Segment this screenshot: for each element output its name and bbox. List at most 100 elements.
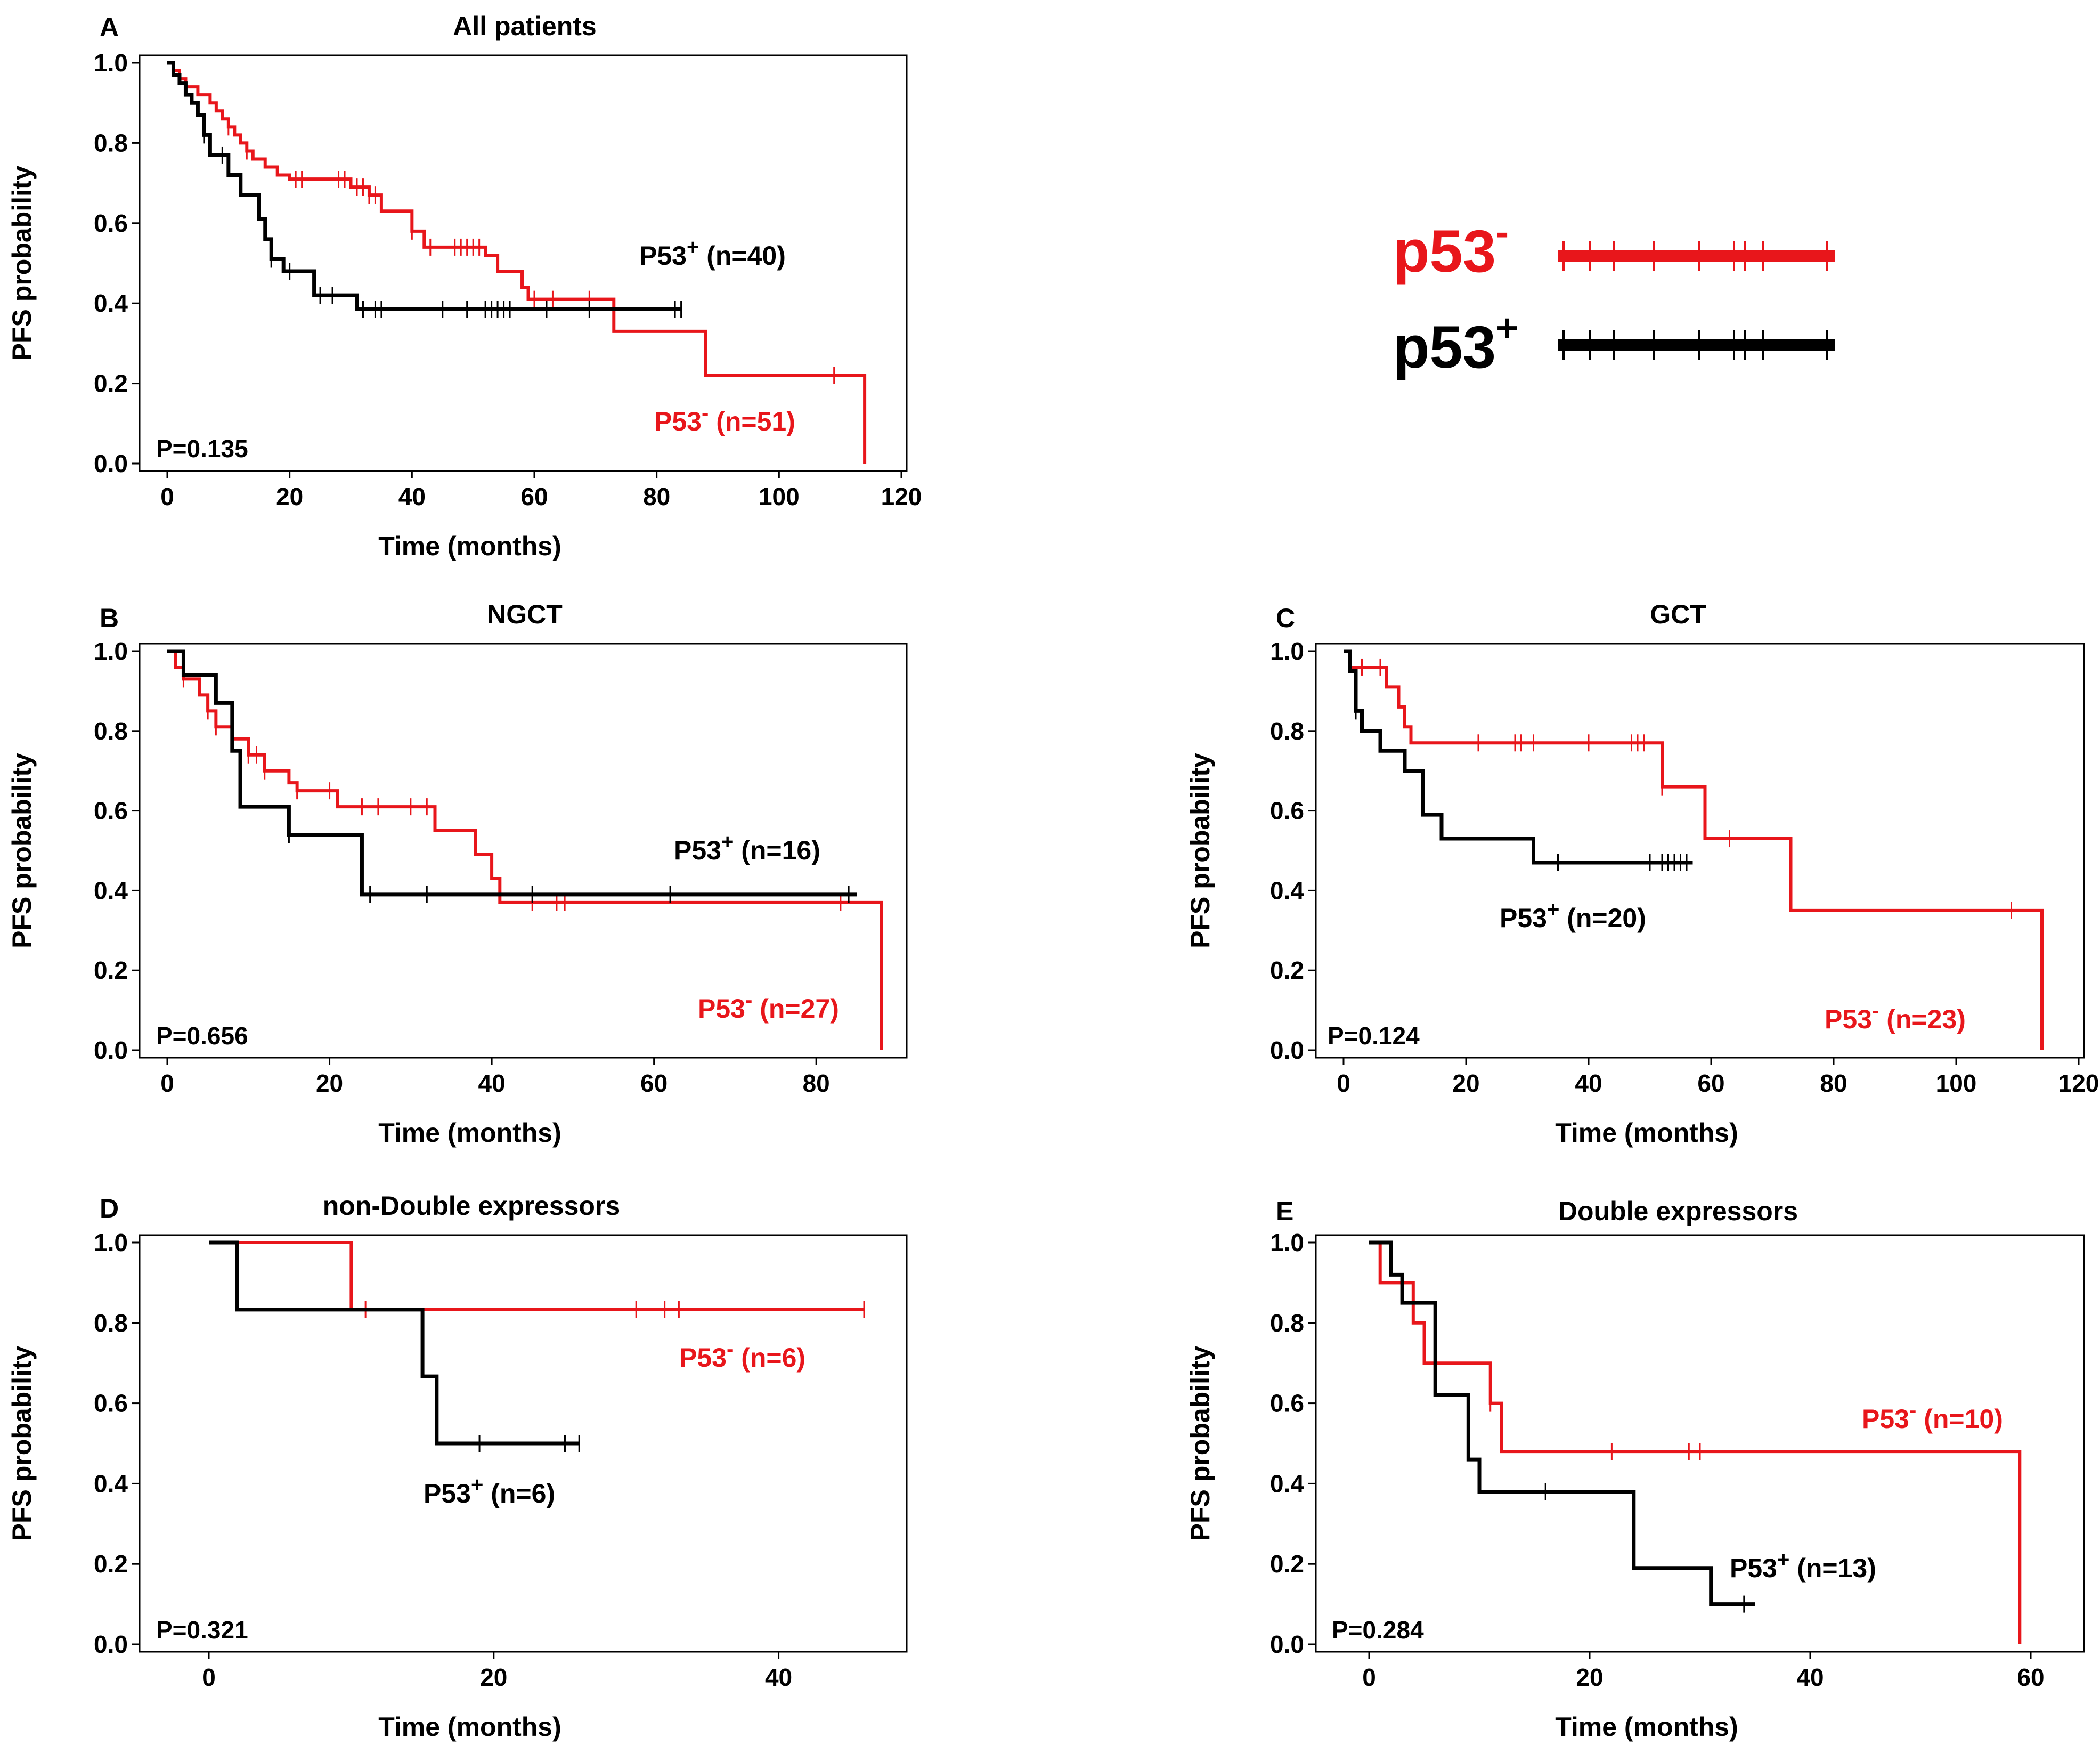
y-axis-title: PFS probability [7,753,37,948]
y-tick-label: 0.2 [1270,956,1304,984]
x-axis-title: Time (months) [378,1118,561,1148]
x-axis-title: Time (months) [1555,1712,1738,1742]
plot-frame [139,54,908,472]
x-tick-label: 80 [643,483,670,510]
x-tick-label: 80 [803,1069,830,1097]
x-tick-label: 20 [480,1663,507,1691]
x-tick-label: 100 [1936,1069,1977,1097]
km-curve-p53-negative [1369,1241,2022,1644]
x-tick-label: 40 [478,1069,506,1097]
panel-title: non-Double expressors [323,1191,620,1221]
legend-ticks-p53-negative [1562,241,1828,271]
panel-b: B NGCT 0.0 0.2 0.4 0.6 0.8 1.0 0 20 40 60 80 Time (mo… [7,599,908,1148]
y-tick-label: 0.4 [94,1470,128,1497]
x-axis-title: Time (months) [378,531,561,561]
y-tick-label: 0.0 [94,450,128,477]
x-tick-label: 120 [2058,1069,2099,1097]
group-label-p53-positive: P53+ (n=6) [424,1473,555,1508]
panel-c: C GCT 0.0 0.2 0.4 0.6 0.8 1.0 0 20 40 60 80 100 120 Tim… [1185,599,2099,1148]
group-label-p53-negative: P53- (n=51) [654,401,795,436]
y-tick-label: 0.8 [94,717,128,745]
group-label-p53-negative: P53- (n=23) [1825,999,1966,1034]
y-tick-label: 0.4 [1270,1470,1304,1497]
y-tick-label: 0.4 [1270,876,1304,904]
y-tick-label: 0.8 [94,129,128,157]
y-tick-label: 1.0 [1270,637,1304,665]
panel-a: A All patients 0.0 0.2 0.4 0.6 0.8 1.0 0 20 40 60 80… [7,11,922,561]
y-tick-label: 0.8 [1270,1309,1304,1337]
legend: p53- p53+ [1393,211,1835,380]
legend-ticks-p53-positive [1562,330,1828,360]
x-tick-label: 0 [202,1663,216,1691]
y-axis-title: PFS probability [7,165,37,361]
x-tick-label: 20 [1452,1069,1479,1097]
panel-letter: B [100,603,119,633]
x-tick-label: 40 [765,1663,792,1691]
group-label-p53-positive: P53+ (n=16) [674,830,820,865]
y-tick-label: 0.6 [1270,797,1304,825]
panel-letter: A [100,12,119,42]
x-tick-label: 60 [1697,1069,1724,1097]
plot-frame [1315,1234,2085,1653]
plot-frame [139,643,908,1059]
y-tick-label: 1.0 [94,49,128,77]
panel-title: NGCT [487,599,563,629]
y-tick-label: 0.0 [94,1630,128,1658]
y-tick-label: 0.6 [94,1390,128,1417]
km-curve-p53-positive [167,61,681,311]
x-tick-label: 20 [1576,1663,1603,1691]
group-label-p53-positive: P53+ (n=40) [639,236,786,271]
y-tick-label: 0.2 [94,1550,128,1578]
x-tick-label: 40 [398,483,426,510]
km-curve-p53-positive [1344,649,1693,865]
x-tick-label: 0 [160,1069,174,1097]
km-curve-p53-positive [167,649,857,897]
x-axis-title: Time (months) [1555,1118,1738,1148]
km-curve-p53-positive [209,1240,580,1446]
y-tick-label: 0.2 [1270,1550,1304,1578]
y-tick-label: 0.8 [1270,717,1304,745]
group-label-p53-positive: P53+ (n=13) [1730,1548,1876,1583]
km-curve-p53-negative [167,61,867,464]
plot-frame [1315,643,2085,1059]
panels: A All patients 0.0 0.2 0.4 0.6 0.8 1.0 0 20 40 60 80… [7,11,2099,1742]
y-tick-label: 0.0 [94,1036,128,1064]
x-tick-label: 40 [1796,1663,1824,1691]
group-label-p53-positive: P53+ (n=20) [1500,898,1646,933]
x-tick-label: 0 [1362,1663,1376,1691]
x-tick-label: 100 [759,483,800,510]
y-tick-label: 0.6 [1270,1390,1304,1417]
x-axis-title: Time (months) [378,1712,561,1742]
x-tick-label: 60 [2017,1663,2044,1691]
y-axis-title: PFS probability [1185,1345,1215,1541]
x-tick-label: 120 [881,483,922,510]
x-tick-label: 0 [1337,1069,1350,1097]
panel-letter: E [1276,1196,1293,1226]
x-tick-label: 0 [160,483,174,510]
panel-title: All patients [453,11,596,41]
x-tick-label: 80 [1820,1069,1847,1097]
y-tick-label: 0.2 [94,956,128,984]
plot-frame [139,1234,908,1653]
y-tick-label: 0.4 [94,876,128,904]
panel-title: Double expressors [1558,1196,1798,1226]
y-axis-title: PFS probability [7,1345,37,1541]
group-label-p53-negative: P53- (n=27) [698,988,839,1024]
x-tick-label: 20 [316,1069,343,1097]
x-tick-label: 60 [520,483,548,510]
km-curve-p53-negative [1344,650,2044,1050]
legend-label-p53-negative: p53- [1393,211,1509,285]
y-tick-label: 0.8 [94,1309,128,1337]
x-tick-label: 40 [1575,1069,1602,1097]
group-label-p53-negative: P53- (n=6) [679,1337,805,1373]
p-value: P=0.284 [1332,1616,1424,1644]
km-curve-p53-positive [1369,1240,1755,1606]
p-value: P=0.124 [1328,1022,1420,1050]
y-tick-label: 0.6 [94,797,128,825]
y-tick-label: 0.2 [94,370,128,397]
y-tick-label: 0.6 [94,209,128,237]
p-value: P=0.135 [156,435,248,462]
panel-letter: C [1276,603,1295,633]
